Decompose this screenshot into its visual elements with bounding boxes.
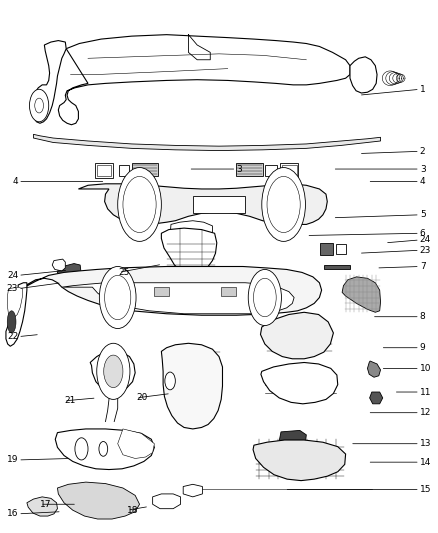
Polygon shape [261, 312, 333, 359]
Text: 9: 9 [420, 343, 426, 352]
Polygon shape [279, 431, 306, 447]
Polygon shape [97, 165, 111, 176]
Circle shape [35, 98, 43, 113]
Text: 16: 16 [7, 510, 18, 519]
Circle shape [99, 266, 136, 328]
Polygon shape [324, 265, 350, 270]
Text: 18: 18 [127, 506, 139, 515]
Polygon shape [161, 228, 217, 272]
Circle shape [248, 270, 282, 326]
Polygon shape [336, 244, 346, 254]
Text: 23: 23 [420, 246, 431, 255]
Circle shape [254, 278, 276, 317]
Text: 22: 22 [7, 332, 18, 341]
Polygon shape [27, 497, 57, 516]
Text: 14: 14 [420, 458, 431, 467]
Polygon shape [95, 163, 113, 178]
Text: 3: 3 [237, 165, 242, 174]
Polygon shape [261, 362, 338, 404]
Polygon shape [253, 440, 346, 481]
Polygon shape [183, 484, 202, 497]
Circle shape [29, 90, 49, 122]
Polygon shape [119, 165, 130, 176]
Polygon shape [170, 221, 212, 243]
Text: 10: 10 [420, 364, 431, 373]
Polygon shape [221, 287, 237, 296]
Polygon shape [78, 184, 327, 224]
Circle shape [165, 372, 175, 390]
Polygon shape [367, 361, 381, 377]
Circle shape [105, 276, 131, 320]
Text: 3: 3 [420, 165, 426, 174]
Polygon shape [58, 35, 350, 125]
Text: 11: 11 [420, 387, 431, 397]
Polygon shape [57, 263, 81, 282]
Circle shape [262, 167, 305, 241]
Text: 20: 20 [136, 393, 148, 402]
Polygon shape [282, 165, 297, 176]
Text: 21: 21 [64, 397, 75, 406]
Text: 1: 1 [420, 85, 426, 94]
Text: 12: 12 [420, 408, 431, 417]
Polygon shape [152, 494, 180, 508]
Text: 8: 8 [420, 312, 426, 321]
Text: 2: 2 [420, 147, 425, 156]
Polygon shape [132, 163, 158, 176]
Polygon shape [55, 429, 154, 470]
Text: 6: 6 [420, 229, 426, 238]
Polygon shape [25, 266, 321, 315]
Ellipse shape [7, 311, 16, 333]
Circle shape [118, 167, 161, 241]
Text: 24: 24 [7, 271, 18, 280]
Polygon shape [6, 282, 27, 346]
Polygon shape [280, 163, 298, 178]
Polygon shape [342, 277, 381, 312]
Polygon shape [350, 57, 377, 93]
Text: 25: 25 [119, 268, 130, 277]
Text: 24: 24 [420, 236, 431, 245]
Polygon shape [265, 165, 277, 176]
Polygon shape [33, 134, 381, 151]
Text: 4: 4 [420, 177, 425, 186]
Circle shape [267, 176, 300, 232]
Polygon shape [7, 287, 22, 320]
Polygon shape [62, 282, 294, 314]
Polygon shape [161, 343, 223, 429]
Polygon shape [52, 259, 65, 271]
Circle shape [123, 176, 156, 232]
Polygon shape [370, 392, 383, 404]
Polygon shape [118, 429, 154, 458]
Text: 4: 4 [13, 177, 18, 186]
Polygon shape [32, 41, 66, 123]
Circle shape [75, 438, 88, 460]
Text: 5: 5 [420, 211, 426, 219]
Text: 13: 13 [420, 439, 431, 448]
Polygon shape [153, 287, 169, 296]
Circle shape [97, 343, 130, 399]
Text: 17: 17 [40, 500, 52, 508]
Text: 23: 23 [7, 284, 18, 293]
Circle shape [104, 355, 123, 387]
Text: 15: 15 [420, 485, 431, 494]
Text: 19: 19 [7, 455, 18, 464]
Polygon shape [320, 243, 333, 255]
Polygon shape [193, 196, 245, 213]
Circle shape [99, 441, 108, 456]
Polygon shape [237, 163, 263, 176]
Text: 7: 7 [420, 262, 426, 271]
Polygon shape [90, 351, 135, 392]
Polygon shape [57, 482, 140, 519]
